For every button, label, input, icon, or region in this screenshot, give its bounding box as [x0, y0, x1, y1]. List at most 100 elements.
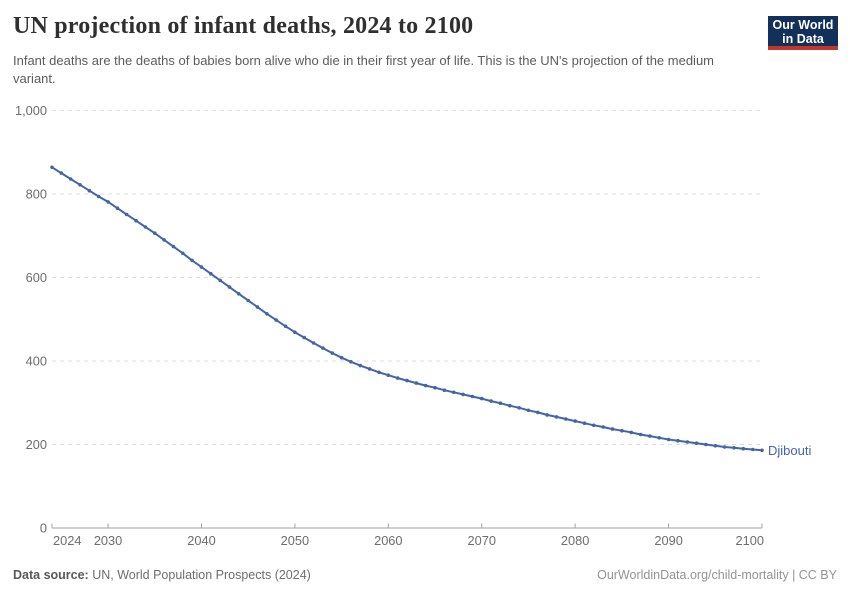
data-point	[423, 383, 428, 388]
data-point	[722, 445, 727, 449]
data-point	[479, 396, 484, 401]
logo-line2: in Data	[782, 32, 824, 46]
data-point	[321, 346, 325, 350]
data-point	[620, 428, 624, 433]
data-point	[750, 447, 755, 452]
data-point	[124, 212, 129, 217]
data-point	[265, 312, 269, 316]
data-point	[657, 436, 661, 440]
data-point	[50, 165, 54, 170]
data-point	[461, 392, 465, 397]
data-point	[87, 188, 92, 193]
data-point	[498, 401, 503, 406]
data-source-label: Data source:	[13, 568, 89, 582]
series-djibouti[interactable]	[50, 165, 764, 453]
data-point	[386, 373, 391, 378]
data-point	[68, 177, 73, 181]
data-point	[96, 194, 101, 199]
series-line	[51, 166, 763, 452]
y-axis-label: 400	[26, 354, 47, 369]
data-point	[209, 271, 213, 276]
data-point	[741, 446, 746, 451]
data-point	[601, 425, 605, 429]
x-axis-label: 2030	[94, 533, 122, 548]
entity-label-djibouti[interactable]: Djibouti	[768, 443, 811, 458]
x-axis-label: 2040	[187, 533, 215, 548]
x-axis-label: 2050	[281, 533, 309, 548]
data-point	[330, 351, 335, 355]
owid-logo[interactable]: Our World in Data	[768, 16, 838, 50]
data-point	[694, 441, 699, 446]
data-point	[115, 206, 120, 210]
data-point	[311, 341, 316, 345]
data-source-text: UN, World Population Prospects (2024)	[88, 568, 311, 582]
data-point	[582, 421, 587, 426]
chart-subtitle: Infant deaths are the deaths of babies b…	[13, 53, 715, 86]
data-point	[302, 335, 307, 340]
data-point	[181, 251, 185, 256]
data-source-note: Data source: UN, World Population Prospe…	[13, 568, 311, 582]
data-point	[676, 438, 680, 443]
data-point	[760, 448, 764, 453]
y-axis-label: 600	[26, 270, 47, 285]
license-note: OurWorldinData.org/child-mortality | CC …	[597, 568, 837, 582]
data-point	[190, 258, 194, 263]
data-point	[629, 430, 633, 435]
x-axis-label: 2100	[736, 533, 764, 548]
data-point	[59, 171, 64, 175]
data-point	[162, 238, 166, 242]
data-point	[732, 446, 736, 450]
data-point	[573, 419, 577, 423]
data-point	[199, 265, 204, 269]
data-point	[685, 440, 690, 444]
data-point	[666, 437, 671, 442]
data-point	[395, 376, 400, 380]
data-point	[367, 367, 372, 371]
data-point	[489, 399, 493, 403]
data-point	[283, 324, 288, 329]
data-point	[293, 330, 297, 335]
data-point	[442, 388, 447, 393]
chart-title: UN projection of infant deaths, 2024 to …	[13, 13, 474, 39]
data-point	[246, 298, 250, 303]
data-point	[349, 360, 353, 364]
data-point	[526, 408, 531, 413]
data-point	[274, 318, 279, 322]
data-point	[713, 444, 718, 448]
data-point	[143, 225, 148, 229]
y-axis-label: 200	[26, 437, 47, 452]
data-point	[554, 415, 559, 419]
data-point	[255, 305, 260, 309]
data-point	[648, 434, 652, 438]
chart-footer: Data source: UN, World Population Prospe…	[13, 568, 837, 582]
data-point	[106, 200, 110, 204]
data-point	[218, 278, 222, 283]
data-point	[414, 381, 419, 385]
data-point	[171, 244, 176, 249]
data-point	[638, 432, 643, 437]
data-point	[564, 417, 568, 421]
data-point	[339, 355, 344, 360]
y-axis-label: 1,000	[15, 103, 47, 118]
data-point	[377, 370, 381, 375]
data-point	[227, 285, 232, 289]
data-point	[470, 394, 475, 399]
x-axis-label: 2070	[468, 533, 496, 548]
x-axis-label: 2024	[53, 533, 81, 548]
y-axis-label: 0	[40, 521, 47, 536]
data-point	[508, 403, 512, 408]
data-point	[153, 231, 157, 235]
data-point	[704, 442, 708, 447]
data-point	[545, 413, 549, 417]
data-point	[237, 292, 241, 296]
data-point	[358, 363, 363, 368]
x-axis-label: 2080	[561, 533, 589, 548]
x-axis-label: 2090	[654, 533, 682, 548]
line-chart: 0 200 400 600 800 1,000 2024 2030 2040 2050 2060 20…	[15, 103, 811, 548]
data-point	[78, 183, 82, 187]
data-point	[610, 427, 615, 431]
data-point	[592, 423, 596, 428]
x-axis-label: 2060	[374, 533, 402, 548]
data-point	[433, 385, 437, 390]
